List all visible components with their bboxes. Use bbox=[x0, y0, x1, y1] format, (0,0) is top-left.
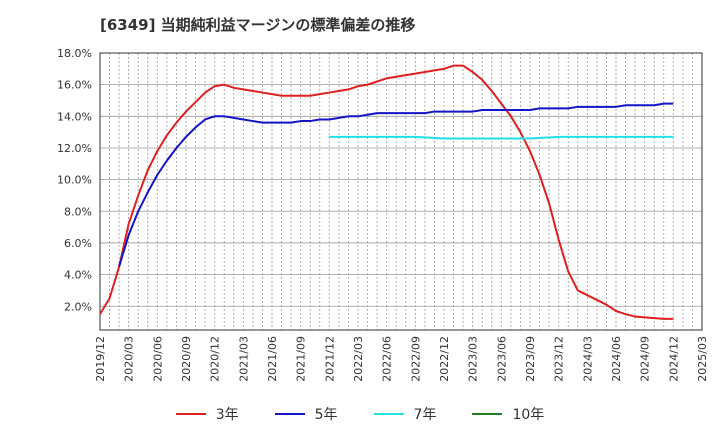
legend-swatch bbox=[175, 413, 206, 415]
chart-title: [6349] 当期純利益マージンの標準偏差の推移 bbox=[100, 16, 416, 34]
y-tick-label: 18.0% bbox=[57, 47, 92, 60]
y-tick-label: 10.0% bbox=[57, 174, 92, 187]
x-tick-label: 2022/12 bbox=[438, 336, 451, 382]
legend-label: 3年 bbox=[215, 407, 239, 423]
x-tick-label: 2024/12 bbox=[667, 336, 680, 382]
x-tick-label: 2020/03 bbox=[123, 336, 136, 382]
x-tick-label: 2020/06 bbox=[151, 336, 164, 382]
x-tick-label: 2024/09 bbox=[639, 336, 652, 382]
x-tick-label: 2022/09 bbox=[409, 336, 422, 382]
x-tick-label: 2022/06 bbox=[381, 336, 394, 382]
legend-swatch bbox=[472, 413, 503, 415]
y-tick-label: 14.0% bbox=[57, 110, 92, 123]
x-tick-label: 2023/06 bbox=[495, 336, 508, 382]
legend-swatch bbox=[274, 413, 305, 415]
x-tick-label: 2025/03 bbox=[696, 336, 709, 382]
y-tick-label: 2.0% bbox=[64, 300, 92, 313]
x-tick-label: 2022/03 bbox=[352, 336, 365, 382]
legend-label: 5年 bbox=[314, 407, 338, 423]
x-tick-label: 2023/09 bbox=[524, 336, 537, 382]
x-tick-label: 2021/09 bbox=[295, 336, 308, 382]
y-tick-label: 12.0% bbox=[57, 142, 92, 155]
plot-frame bbox=[99, 52, 703, 331]
x-tick-label: 2021/03 bbox=[237, 336, 250, 382]
legend-label: 7年 bbox=[413, 407, 437, 423]
legend-swatch bbox=[373, 413, 404, 415]
legend: 3年 5年 7年 10年 bbox=[0, 404, 720, 424]
legend-item-1: 3年 bbox=[175, 404, 239, 424]
x-tick-label: 2023/12 bbox=[553, 336, 566, 382]
legend-item-3: 7年 bbox=[373, 404, 437, 424]
x-tick-label: 2019/12 bbox=[94, 336, 107, 382]
x-tick-label: 2020/09 bbox=[180, 336, 193, 382]
y-tick-label: 8.0% bbox=[64, 205, 92, 218]
legend-item-2: 5年 bbox=[274, 404, 338, 424]
y-tick-label: 6.0% bbox=[64, 237, 92, 250]
x-tick-label: 2023/03 bbox=[467, 336, 480, 382]
series-line-1 bbox=[99, 64, 674, 320]
x-tick-label: 2020/12 bbox=[209, 336, 222, 382]
y-tick-label: 16.0% bbox=[57, 79, 92, 92]
plot-area bbox=[100, 53, 702, 330]
x-tick-label: 2021/06 bbox=[266, 336, 279, 382]
x-tick-label: 2024/06 bbox=[610, 336, 623, 382]
x-tick-label: 2024/03 bbox=[581, 336, 594, 382]
series-line-3 bbox=[329, 135, 674, 140]
legend-label: 10年 bbox=[512, 407, 545, 423]
x-tick-label: 2021/12 bbox=[323, 336, 336, 382]
legend-item-4: 10年 bbox=[472, 404, 544, 424]
y-tick-label: 4.0% bbox=[64, 269, 92, 282]
series-line-2 bbox=[118, 102, 674, 267]
